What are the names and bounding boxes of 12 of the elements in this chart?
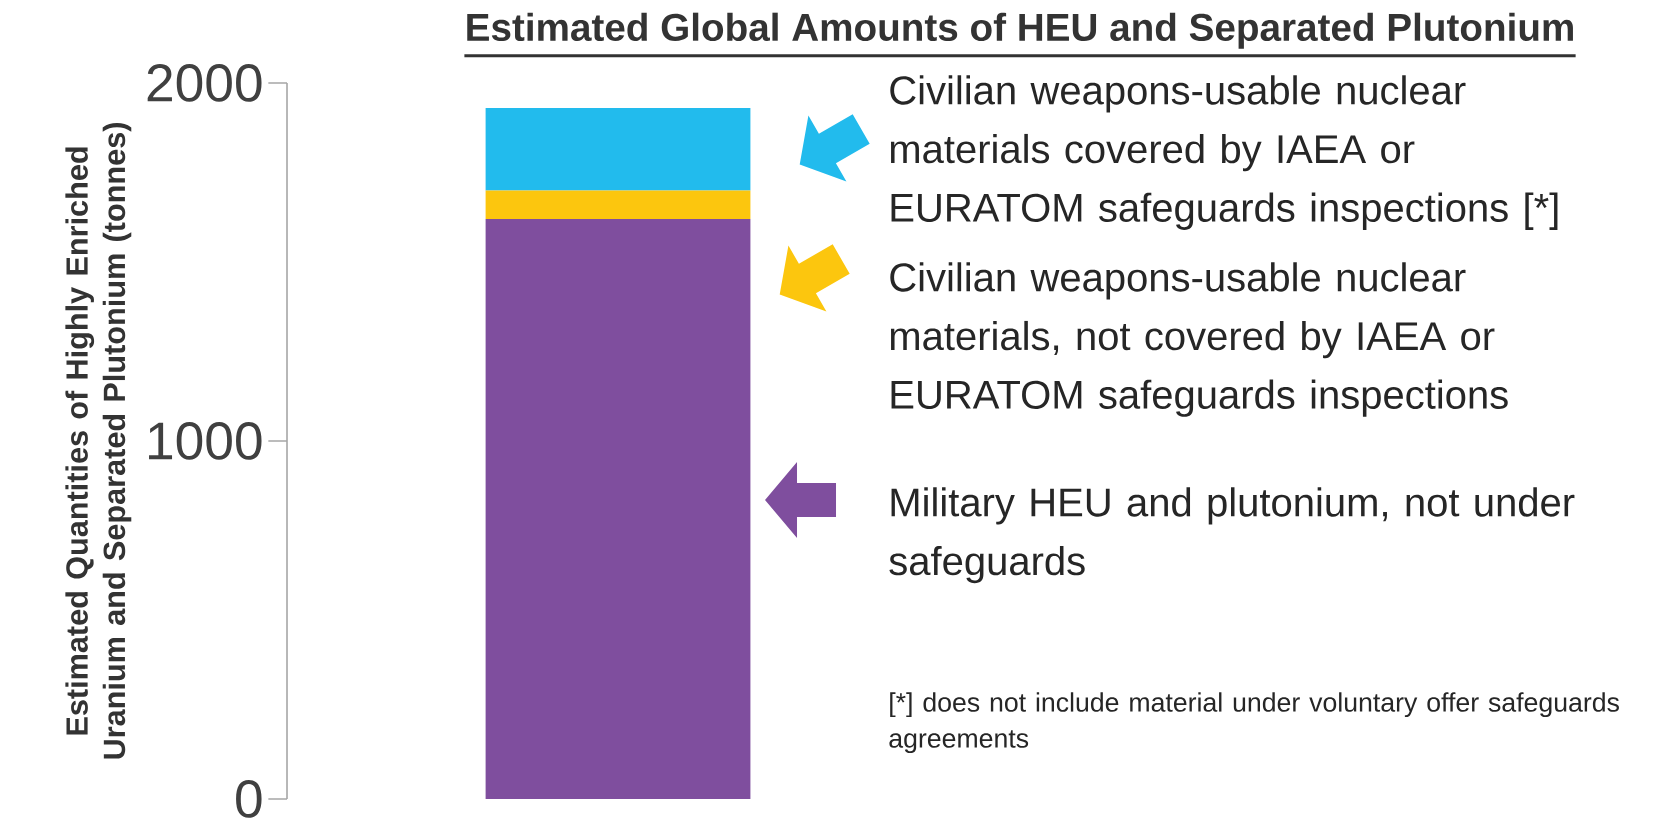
text: [*] does not include material under voluntary offer safeguards agreements [889,692,1619,753]
y-tick-label: 0 [236,779,262,818]
legend-label: Civilian weapons-usable nuclear materials covered by IAEA or EURATOM safeguards inspections [*] [890,75,1558,230]
y-tick-label: 1000 [149,421,262,460]
legend-label: Military HEU and plutonium, not under safeguards [889,487,1575,584]
y-axis-title: Estimated Quantities of Highly Enriched Uranium and Separated Plutonium (tonnes) [65,122,132,759]
y-tick-label: 2000 [147,63,262,102]
bar [485,218,751,799]
legend-label: Civilian weapons-usable nuclear materials, not covered by IAEA or EURATOM safeguards inspections [890,262,1508,417]
bar [485,190,751,219]
bar [485,107,751,191]
text: Estimated Global Amounts of HEU and Separated Plutonium [467,12,1573,49]
